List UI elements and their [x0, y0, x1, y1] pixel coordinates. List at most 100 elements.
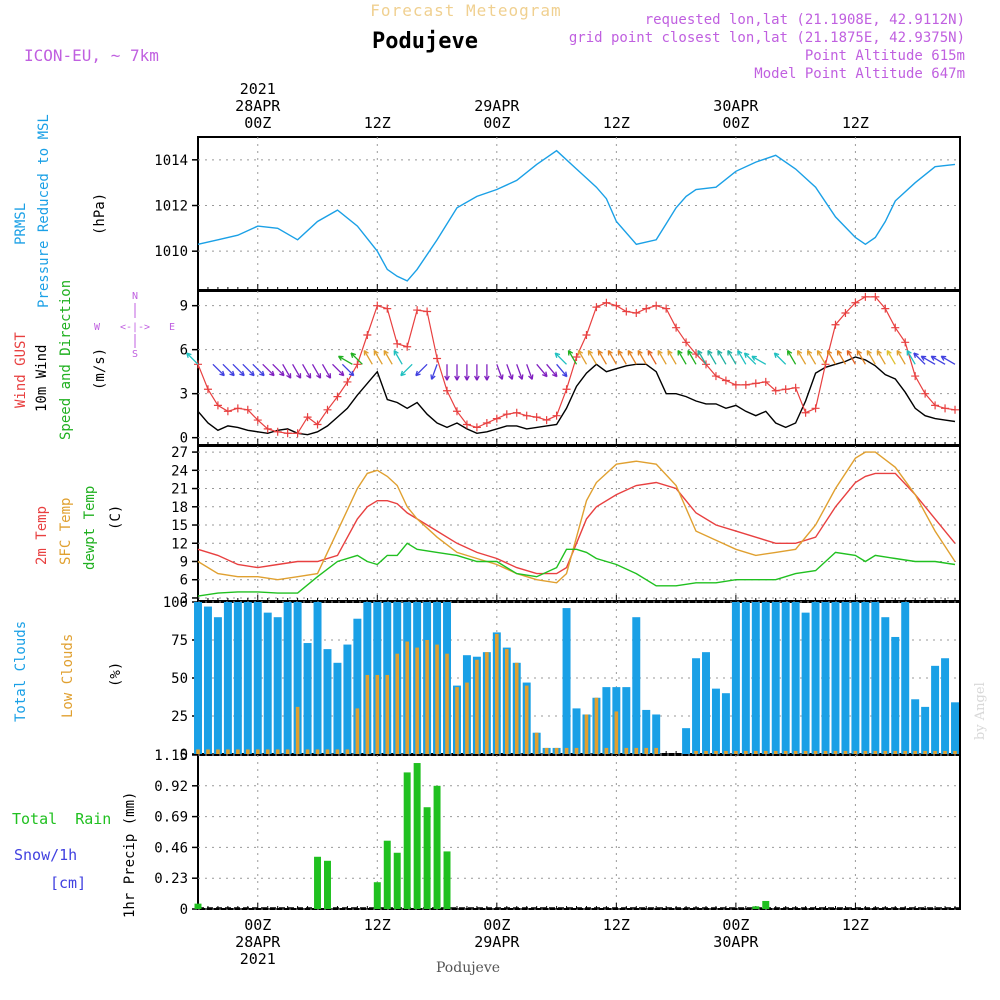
wind-direction-arrow [727, 349, 737, 365]
wind-direction-arrow [262, 363, 275, 377]
low-cloud-bar [654, 747, 658, 754]
top-time-label: 00Z [722, 114, 749, 132]
wind-direction-arrow [242, 363, 255, 377]
temp-ytick-label: 24 [171, 463, 188, 479]
low-cloud-bar [903, 750, 908, 754]
pressure-ytick-label: 1014 [154, 153, 188, 169]
low-cloud-bar [375, 674, 380, 754]
low-cloud-bar [694, 750, 698, 754]
low-cloud-bar [773, 750, 778, 754]
low-cloud-bar [594, 697, 599, 754]
wind-label-direction: Speed and Direction [58, 280, 74, 440]
precip-legend-cm: [cm] [50, 874, 86, 892]
requested-coords: requested lon,lat (21.1908E, 42.9112N) [645, 12, 965, 28]
gust-marker [881, 304, 890, 313]
precip-ytick-label: 0.46 [154, 840, 188, 856]
gust-marker [672, 323, 681, 332]
temp-ytick-label: 6 [180, 573, 188, 589]
gust-marker [323, 405, 332, 414]
rain-bar [324, 860, 331, 909]
wind-direction-arrow [856, 349, 866, 365]
rain-bar [443, 851, 451, 909]
rain-bar [423, 807, 431, 909]
total-cloud-bar [642, 709, 651, 754]
low-cloud-bar [644, 747, 649, 754]
gust-marker [582, 331, 591, 339]
low-cloud-bar [395, 653, 400, 754]
low-cloud-bar [833, 750, 838, 754]
wind-direction-arrow [484, 364, 490, 381]
wind-direction-arrow [506, 364, 514, 380]
low-cloud-bar [744, 750, 748, 754]
total-cloud-bar [602, 687, 611, 754]
rain-bar [413, 763, 421, 909]
gust-marker [373, 301, 382, 310]
gust-marker [562, 385, 571, 394]
wind-direction-arrow [464, 364, 470, 381]
sfctemp-line [197, 451, 956, 584]
gust-marker [941, 404, 950, 413]
low-cloud-bar [435, 644, 439, 754]
low-cloud-bar [524, 685, 529, 754]
gust-marker [861, 292, 870, 301]
total-cloud-bar [263, 612, 272, 754]
total-cloud-bar [213, 617, 222, 754]
compass-rose: N W <-|-> E S [94, 291, 175, 360]
top-time-label: 12Z [364, 114, 391, 132]
gust-marker [532, 413, 541, 422]
low-cloud-bar [793, 750, 798, 754]
gust-marker [502, 410, 511, 419]
wind-direction-arrow [430, 364, 438, 380]
total-cloud-bar [682, 728, 691, 754]
wind-panel: 0 3 6 9 [180, 290, 961, 447]
total-cloud-bar [243, 602, 252, 754]
low-cloud-bar [913, 750, 917, 754]
gust-marker [612, 301, 621, 310]
low-cloud-bar [285, 749, 290, 754]
low-cloud-bar [843, 750, 848, 754]
bottom-time-label: 28APR [235, 933, 281, 951]
gridpoint-coords: grid point closest lon,lat (21.1875E, 42… [569, 30, 965, 46]
wind-direction-arrow [496, 364, 504, 380]
clouds-ytick-label: 50 [171, 671, 188, 687]
wind-direction-arrow [212, 363, 225, 377]
gust-marker [821, 360, 830, 369]
low-cloud-bar [236, 749, 240, 754]
wind-label-10m: 10m Wind [34, 345, 50, 412]
total-cloud-bar [841, 602, 850, 754]
temp-ytick-label: 3 [180, 591, 188, 607]
gust-marker [522, 411, 531, 420]
precip-label-unit: 1hr Precip (mm) [122, 792, 138, 918]
gust-marker [223, 407, 232, 416]
wind-direction-arrow [321, 363, 332, 379]
pressure-panel: 1010 1012 1014 [154, 136, 961, 291]
gust-marker [891, 323, 900, 332]
clouds-ytick-label: 25 [171, 709, 188, 725]
temp-label-dewpt: dewpt Temp [82, 486, 98, 570]
rain-bar [752, 906, 760, 909]
gust-marker [482, 419, 491, 427]
gust-marker [711, 372, 720, 381]
temp-ytick-label: 18 [171, 500, 188, 516]
total-cloud-bar [692, 658, 701, 754]
wind-direction-arrow [816, 349, 827, 365]
temp-labels: 2m Temp SFC Temp dewpt Temp (C) [34, 486, 124, 570]
total-cloud-bar [562, 608, 571, 754]
temp-ytick-label: 15 [171, 518, 188, 534]
temp-label-unit: (C) [108, 505, 124, 530]
low-cloud-bar [485, 652, 489, 754]
total-cloud-bar [622, 687, 631, 754]
total-cloud-bar [861, 602, 870, 754]
station-title: Podujeve [372, 29, 478, 54]
wind10m-line [197, 356, 956, 436]
gust-marker [951, 405, 960, 414]
temp-panel: 3 6 9 12 15 18 21 24 27 [171, 445, 961, 607]
precip-legend-snow: Snow/1h [14, 846, 77, 864]
total-cloud-bar [572, 708, 581, 754]
wind-direction-arrow [687, 349, 697, 365]
wind-direction-arrow [657, 349, 667, 365]
clouds-ytick-label: 75 [171, 633, 188, 649]
low-cloud-bar [455, 687, 459, 754]
